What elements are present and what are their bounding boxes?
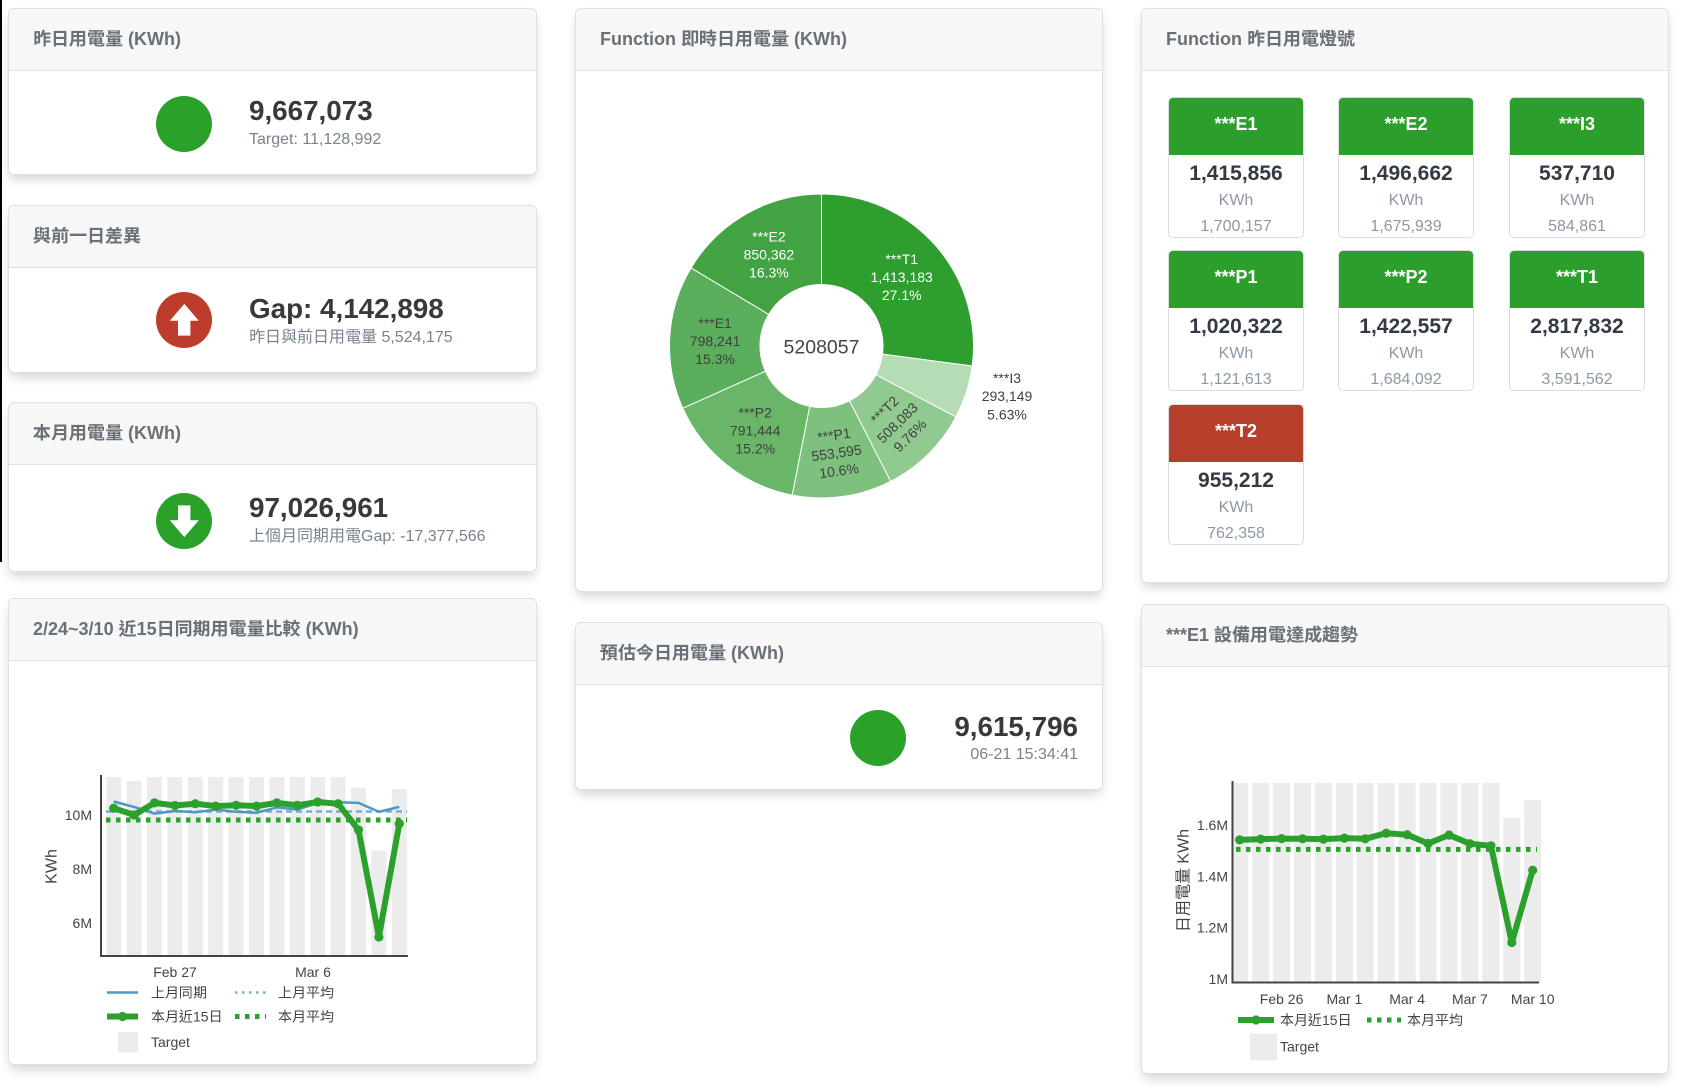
svg-text:1,413,183: 1,413,183 — [871, 269, 933, 285]
svg-text:6M: 6M — [73, 915, 92, 931]
svg-text:本月近15日: 本月近15日 — [1280, 1012, 1352, 1028]
svg-text:16.3%: 16.3% — [749, 265, 789, 281]
svg-text:850,362: 850,362 — [744, 247, 795, 263]
svg-text:15.3%: 15.3% — [695, 351, 735, 367]
svg-text:Mar 1: Mar 1 — [1327, 991, 1363, 1007]
svg-text:Mar 6: Mar 6 — [295, 964, 331, 980]
svg-text:Feb 26: Feb 26 — [1260, 991, 1304, 1007]
svg-text:293,149: 293,149 — [982, 388, 1033, 404]
svg-text:本月平均: 本月平均 — [1407, 1012, 1463, 1028]
svg-text:***P2: ***P2 — [738, 405, 772, 421]
svg-text:日用電量 KWh: 日用電量 KWh — [1176, 829, 1193, 932]
svg-text:Target: Target — [1280, 1039, 1319, 1055]
svg-text:***P1: ***P1 — [816, 425, 852, 446]
svg-text:798,241: 798,241 — [690, 333, 741, 349]
svg-text:***I3: ***I3 — [993, 370, 1021, 386]
svg-text:8M: 8M — [73, 861, 92, 877]
svg-text:Mar 4: Mar 4 — [1389, 991, 1425, 1007]
svg-text:Feb 27: Feb 27 — [153, 964, 197, 980]
svg-text:553,595: 553,595 — [810, 441, 863, 464]
svg-text:Target: Target — [151, 1034, 190, 1050]
svg-text:1.4M: 1.4M — [1197, 868, 1228, 884]
svg-text:27.1%: 27.1% — [882, 287, 922, 303]
svg-text:15.2%: 15.2% — [735, 441, 775, 457]
svg-text:***E1: ***E1 — [698, 315, 732, 331]
svg-text:上月平均: 上月平均 — [278, 985, 334, 1001]
svg-text:本月平均: 本月平均 — [278, 1009, 334, 1025]
svg-text:10.6%: 10.6% — [818, 460, 860, 481]
svg-text:791,444: 791,444 — [730, 423, 781, 439]
svg-text:5.63%: 5.63% — [987, 406, 1027, 422]
svg-text:1.2M: 1.2M — [1197, 920, 1228, 936]
svg-text:***E2: ***E2 — [752, 229, 786, 245]
svg-text:1M: 1M — [1209, 971, 1228, 987]
svg-text:5208057: 5208057 — [784, 337, 860, 359]
svg-text:***T1: ***T1 — [885, 251, 918, 267]
svg-text:Mar 7: Mar 7 — [1452, 991, 1488, 1007]
svg-text:10M: 10M — [65, 807, 92, 823]
svg-text:本月近15日: 本月近15日 — [151, 1009, 223, 1025]
svg-text:上月同期: 上月同期 — [151, 985, 207, 1001]
svg-text:Mar 10: Mar 10 — [1511, 991, 1555, 1007]
svg-text:1.6M: 1.6M — [1197, 817, 1228, 833]
svg-text:KWh: KWh — [44, 849, 61, 884]
